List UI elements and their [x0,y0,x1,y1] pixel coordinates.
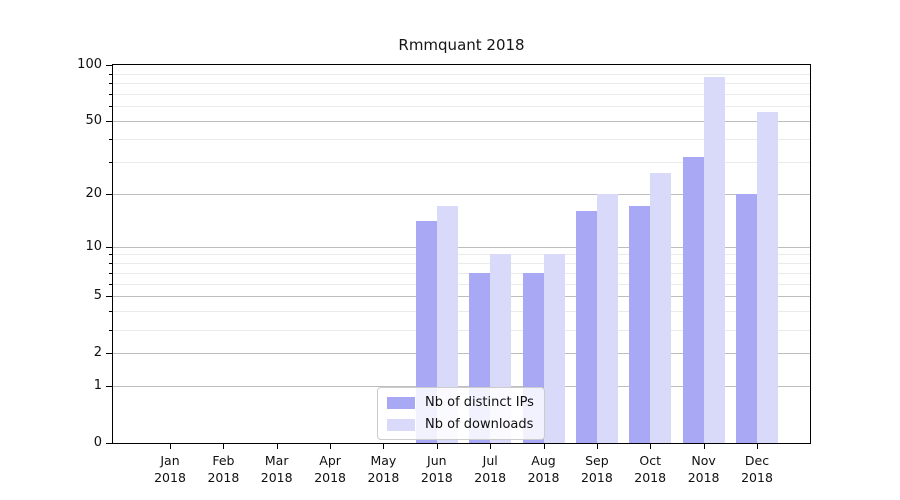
legend-swatch-downloads [387,418,415,431]
y-gridline-major [113,246,810,248]
legend-item: Nb of downloads [387,417,534,432]
x-tick-label-mar: Mar 2018 [260,453,293,485]
x-tick [170,444,171,449]
plot-area: Nb of distinct IPs Nb of downloads [112,64,811,444]
y-minor-tick [109,73,112,75]
x-tick [757,444,758,449]
y-tick-label: 2 [93,345,102,360]
y-minor-tick [109,311,112,313]
x-tick [330,444,332,449]
y-gridline-major [113,193,810,195]
bar-distinct-ips-nov [682,156,704,443]
y-tick-label: 10 [85,238,102,254]
y-minor-tick [109,283,112,285]
y-minor-tick [109,83,112,85]
y-tick [106,443,112,444]
bar-distinct-ips-sep [575,210,597,443]
x-tick-label-jan: Jan 2018 [154,453,186,485]
y-gridline-major [113,296,810,298]
x-tick [436,444,438,449]
y-tick-label: 0 [93,435,102,450]
y-minor-tick [109,106,112,108]
y-tick-label: 20 [85,185,102,201]
x-tick-label-aug: Aug 2018 [527,453,560,485]
y-gridline-minor [113,263,810,264]
bar-downloads-oct [650,173,672,443]
x-tick-label-oct: Oct 2018 [634,453,667,485]
x-tick [596,444,598,449]
y-tick [106,353,112,354]
x-tick-label-jul: Jul 2018 [474,453,507,485]
y-minor-tick [109,329,112,331]
bar-distinct-ips-dec [736,193,757,443]
y-gridline-major [113,121,810,122]
y-tick [106,386,112,388]
legend-item: Nb of distinct IPs [387,395,534,410]
y-gridline-minor [113,73,810,75]
y-minor-tick [109,254,112,256]
x-tick [383,444,385,449]
y-tick-label: 1 [93,378,102,394]
y-minor-tick [109,138,112,140]
y-gridline-major [113,353,810,354]
y-tick [106,246,112,248]
x-tick [276,444,278,449]
y-gridline-minor [113,106,810,108]
y-gridline-minor [113,83,810,85]
x-tick-label-sep: Sep 2018 [580,453,613,485]
x-tick-label-apr: Apr 2018 [314,453,346,485]
y-minor-tick [109,93,112,95]
y-gridline-minor [113,311,810,313]
legend-swatch-distinct-ips [387,396,415,409]
y-gridline-minor [113,272,810,274]
legend-label: Nb of distinct IPs [425,395,534,410]
bar-distinct-ips-oct [629,206,651,443]
x-tick [650,444,652,449]
y-tick [106,296,112,298]
y-gridline-major [113,386,810,388]
y-tick [106,193,112,195]
chart-title: Rmmquant 2018 [398,36,525,54]
y-minor-tick [109,272,112,274]
bar-downloads-jun [436,206,458,443]
y-gridline-minor [113,283,810,285]
x-tick [543,444,545,449]
y-tick-label: 50 [85,113,102,128]
x-tick-label-feb: Feb 2018 [207,453,240,485]
x-tick-label-jun: Jun 2018 [420,453,453,485]
x-tick [223,444,225,449]
y-gridline-minor [113,93,810,95]
bar-downloads-sep [596,193,618,443]
legend-label: Nb of downloads [425,417,534,432]
y-gridline-minor [113,254,810,256]
y-minor-tick [109,161,112,163]
x-tick-label-nov: Nov 2018 [687,453,720,485]
legend: Nb of distinct IPs Nb of downloads [377,387,545,440]
y-gridline-minor [113,161,810,163]
y-gridline-minor [113,138,810,140]
y-minor-tick [109,263,112,264]
bar-downloads-nov [703,77,725,443]
x-tick [490,444,492,449]
y-tick-label: 100 [77,57,102,72]
bar-downloads-aug [543,254,565,443]
y-tick [106,121,112,122]
bar-downloads-dec [757,111,778,443]
x-tick [703,444,705,449]
x-tick-label-dec: Dec 2018 [741,453,773,485]
x-tick-label-may: May 2018 [367,453,400,485]
y-gridline-minor [113,329,810,331]
y-tick [106,65,112,66]
y-tick-label: 5 [93,288,102,304]
